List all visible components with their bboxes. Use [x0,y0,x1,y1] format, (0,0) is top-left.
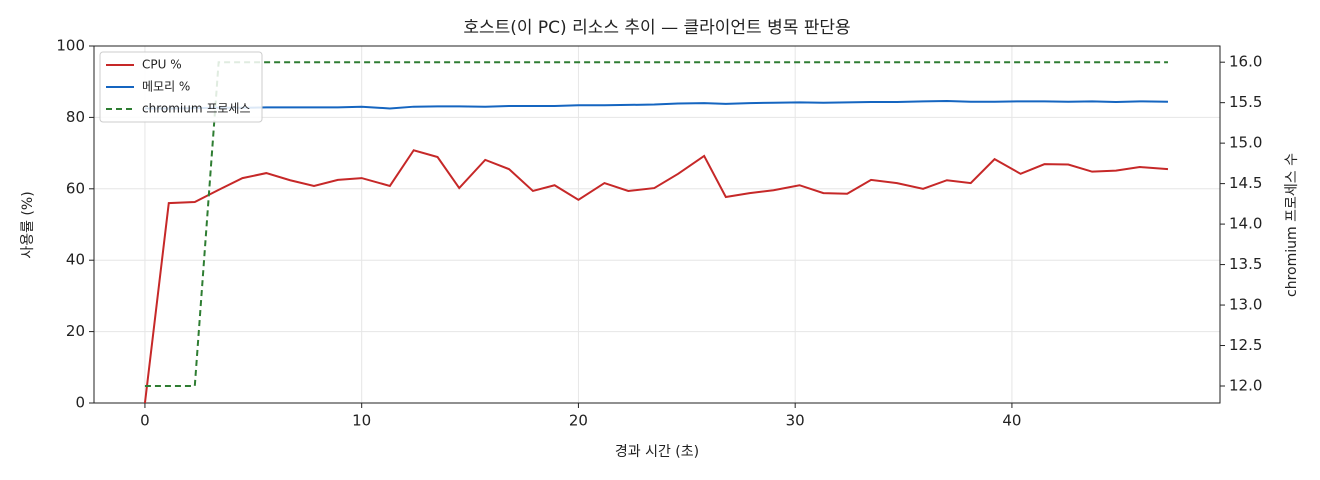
y-tick-label: 0 [75,394,85,412]
y2-tick-label: 14.0 [1229,215,1262,233]
legend-box [99,51,263,123]
series-line [144,61,1168,387]
series-line [143,149,1169,404]
y2-tick-label: 15.0 [1229,134,1262,152]
y-tick-label: 100 [56,37,85,55]
chart-title: 호스트(이 PC) 리소스 추이 — 클라이언트 병목 판단용 [463,18,850,38]
y2-tick-label: 12.5 [1229,336,1262,354]
plot-frame [93,45,1221,404]
y-tick-label: 80 [66,108,85,126]
x-axis-label: 경과 시간 (초) [615,444,699,460]
legend-label: CPU % [142,58,182,72]
y2-axis-label: chromium 프로세스 수 [1284,153,1300,297]
y2-tick-label: 12.0 [1229,377,1262,395]
y2-tick-label: 14.5 [1229,174,1262,192]
y-axis-label: 사용률 (%) [20,191,36,258]
x-tick-label: 0 [140,412,150,430]
x-tick-label: 20 [569,412,588,430]
y2-tick-label: 16.0 [1229,53,1262,71]
x-tick-label: 40 [1002,412,1021,430]
y-tick-label: 40 [66,251,85,269]
legend-label: chromium 프로세스 [142,102,251,116]
y2-tick-label: 13.5 [1229,255,1262,273]
x-tick-label: 10 [352,412,371,430]
y2-tick-label: 15.5 [1229,93,1262,111]
legend-label: 메모리 % [142,80,190,94]
y-tick-label: 60 [66,179,85,197]
legend: CPU % 메모리 % chromium 프로세스 [99,51,263,123]
y2-tick-label: 13.0 [1229,296,1262,314]
y-tick-label: 20 [66,322,85,340]
x-tick-label: 30 [786,412,805,430]
series-line [144,99,1168,110]
